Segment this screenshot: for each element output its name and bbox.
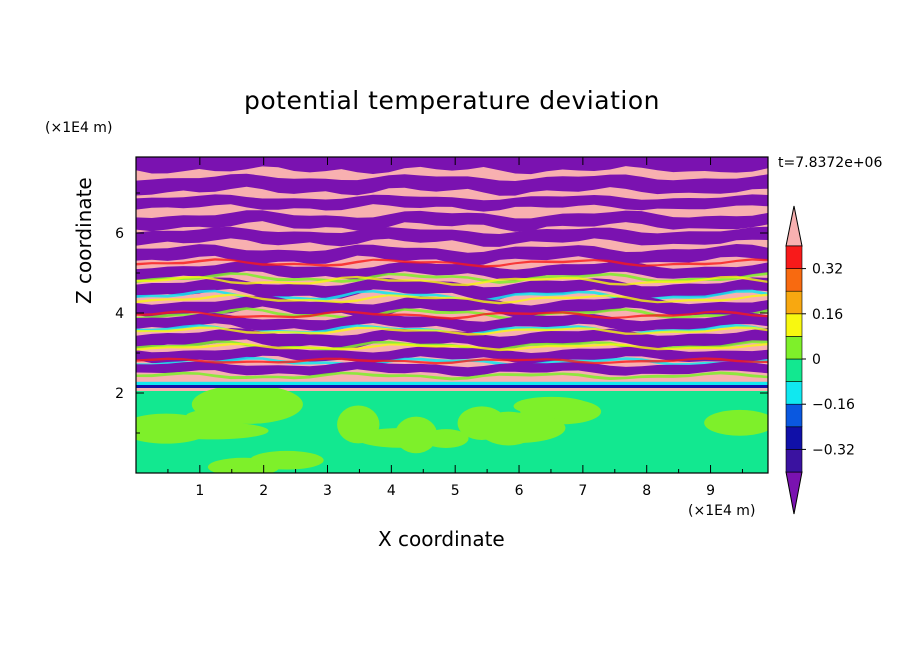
field-band-edge — [136, 293, 768, 305]
y-axis-unit: (×1E4 m) — [45, 120, 113, 136]
field-band-edge — [136, 342, 768, 352]
field-band — [136, 210, 768, 232]
field-band — [136, 345, 768, 365]
colorbar-label: 0 — [812, 352, 821, 368]
field-band-edge — [136, 307, 768, 321]
colorbar-segment — [785, 245, 803, 269]
contour-field — [136, 157, 768, 473]
y-tick-label: 6 — [115, 226, 124, 242]
x-tick-label: 8 — [642, 483, 651, 499]
field-band — [136, 327, 768, 350]
field-band-edge — [136, 289, 768, 303]
colorbar-label: −0.32 — [812, 442, 855, 458]
colorbar-top-arrow — [785, 205, 803, 247]
field-band-edge — [136, 371, 768, 381]
x-tick-label: 2 — [259, 483, 268, 499]
field-band — [136, 157, 768, 175]
x-tick-label: 4 — [387, 483, 396, 499]
field-band-edge — [136, 310, 768, 320]
colorbar: 0.32 0.16 0 −0.16 −0.32 — [785, 205, 855, 515]
time-label: t=7.8372e+06 — [778, 155, 883, 171]
colorbar-segment — [785, 426, 803, 450]
field-band-edge — [136, 258, 768, 268]
field-band — [136, 194, 768, 212]
field-band — [136, 226, 768, 247]
colorbar-segment — [785, 336, 803, 360]
field-patch — [136, 413, 212, 444]
colorbar-segment — [785, 358, 803, 382]
colorbar-segment — [785, 449, 803, 473]
field-band — [136, 361, 768, 377]
x-tick-label: 3 — [323, 483, 332, 499]
field-patch — [337, 405, 380, 444]
colorbar-segment — [785, 313, 803, 337]
x-tick-label: 9 — [706, 483, 715, 499]
chart-title: potential temperature deviation — [244, 86, 660, 115]
x-axis: 1 2 3 4 5 6 7 8 9 — [167, 157, 743, 499]
colorbar-label: 0.32 — [812, 262, 843, 278]
field-patch — [249, 450, 324, 470]
field-patch — [185, 408, 258, 424]
interface-line — [136, 381, 768, 386]
y-tick-label: 2 — [115, 386, 124, 402]
field-band-edge — [136, 326, 768, 336]
field-band — [136, 173, 768, 196]
x-tick-label: 6 — [515, 483, 524, 499]
plot-frame — [135, 156, 769, 474]
x-axis-unit: (×1E4 m) — [688, 503, 756, 519]
field-band — [136, 260, 768, 281]
x-tick-label: 1 — [195, 483, 204, 499]
colorbar-segment — [785, 268, 803, 292]
interface-line — [136, 385, 768, 388]
field-band-edge — [136, 272, 768, 284]
colorbar-segment — [785, 403, 803, 428]
field-patch — [468, 412, 566, 444]
y-tick-label: 4 — [115, 306, 124, 322]
colorbar-label: 0.16 — [812, 307, 843, 323]
x-axis-label: X coordinate — [378, 527, 505, 551]
field-band-edge — [136, 357, 768, 365]
colorbar-segment — [785, 381, 803, 405]
field-band-edge — [136, 275, 768, 287]
field-patch — [704, 409, 768, 436]
x-tick-label: 7 — [578, 483, 587, 499]
x-tick-label: 5 — [451, 483, 460, 499]
colorbar-bottom-arrow — [785, 471, 803, 515]
colorbar-segment — [785, 290, 803, 315]
field-patch — [356, 427, 446, 448]
colorbar-label: −0.16 — [812, 397, 855, 413]
y-axis: 2 4 6 — [115, 192, 768, 434]
